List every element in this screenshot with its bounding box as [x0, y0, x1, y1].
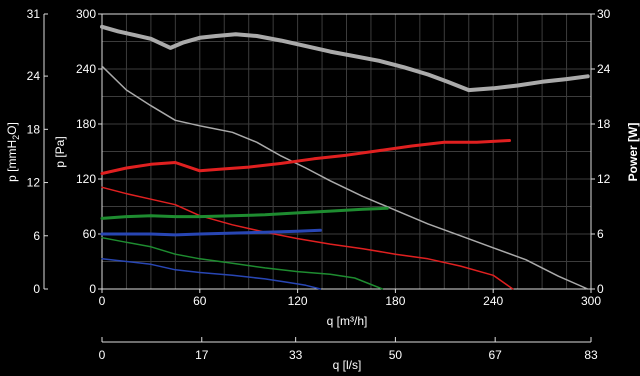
y-tick-label-power: 12 — [597, 172, 611, 186]
series-line-pressure-2 — [101, 186, 514, 290]
grid — [102, 14, 591, 289]
x-tick-label: 0 — [99, 294, 106, 308]
x-axis-label: q [m³/h] — [327, 314, 368, 328]
y-axis-label-mmh2o: p [mmH2O] — [5, 122, 21, 182]
x2-tick-label: 83 — [584, 348, 598, 362]
y-axis-label-mmh2o-sub: 2 — [11, 135, 21, 140]
y-tick-label-power: 6 — [597, 227, 604, 241]
y-axis-label-pa: p [Pa] — [53, 136, 67, 167]
y-tick-label-pa: 240 — [76, 62, 96, 76]
x2-tick-label: 67 — [488, 348, 502, 362]
x-tick-label: 240 — [483, 294, 503, 308]
y-tick-label-mmh2o: 31 — [27, 7, 41, 21]
y-axis-label-mmh2o-end: O] — [5, 122, 19, 135]
y-tick-label-pa: 300 — [76, 7, 96, 21]
y-tick-label-mmh2o: 0 — [33, 282, 40, 296]
x-tick-label: 300 — [581, 294, 601, 308]
y-tick-label-pa: 0 — [89, 282, 96, 296]
y-tick-label-power: 30 — [597, 7, 611, 21]
y-tick-label-pa: 60 — [83, 227, 97, 241]
y-tick-label-mmh2o: 6 — [33, 229, 40, 243]
series-line-pressure-4 — [101, 258, 322, 290]
series-group — [100, 24, 590, 290]
y-tick-label-pa: 180 — [76, 117, 96, 131]
x2-tick-label: 0 — [99, 348, 106, 362]
x2-tick-label: 17 — [195, 348, 209, 362]
series-line-pressure-1 — [101, 65, 589, 290]
x-tick-label: 120 — [288, 294, 308, 308]
y-axis-label-power: Power [W] — [626, 123, 640, 182]
y-tick-label-pa: 120 — [76, 172, 96, 186]
y-tick-label-power: 24 — [597, 62, 611, 76]
y-tick-label-power: 0 — [597, 282, 604, 296]
plot-frame — [101, 13, 592, 290]
y-tick-label-mmh2o: 24 — [27, 69, 41, 83]
x2-tick-label: 33 — [289, 348, 303, 362]
y-axis-label-mmh2o-main: p [mmH — [5, 140, 19, 182]
series-line-pressure-3 — [101, 236, 384, 290]
series-line-power-5 — [100, 24, 590, 93]
y-tick-label-mmh2o: 12 — [27, 176, 41, 190]
x2-tick-label: 50 — [389, 348, 403, 362]
axes — [43, 13, 595, 343]
y-tick-label-power: 18 — [597, 117, 611, 131]
x-tick-label: 180 — [385, 294, 405, 308]
series-line-power-7 — [100, 206, 389, 220]
series-line-power-6 — [100, 139, 511, 175]
y-tick-label-mmh2o: 18 — [27, 122, 41, 136]
x-axis-secondary-label: q [l/s] — [333, 358, 362, 372]
series-line-power-8 — [100, 228, 322, 237]
x-tick-label: 60 — [193, 294, 207, 308]
